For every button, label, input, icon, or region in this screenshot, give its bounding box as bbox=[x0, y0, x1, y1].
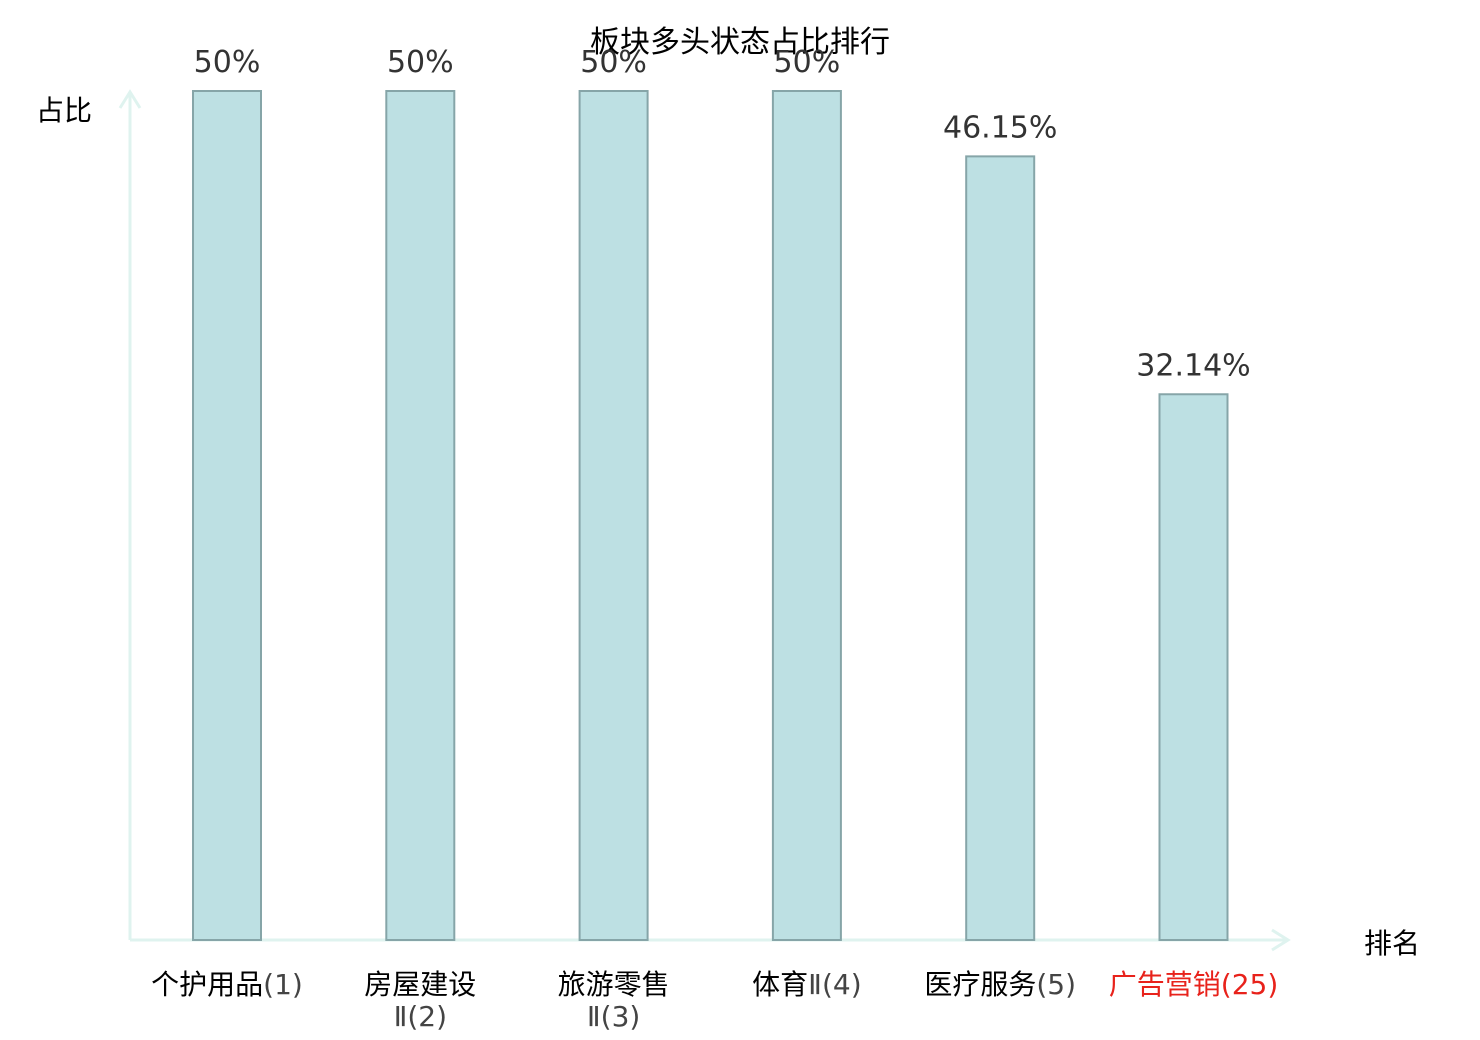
category-label: 体育Ⅱ(4) bbox=[752, 968, 861, 1001]
category-name: 旅游零售 bbox=[558, 968, 670, 1001]
y-axis-label: 占比 bbox=[36, 94, 92, 127]
category-rank: (1) bbox=[263, 968, 303, 1001]
bar bbox=[771, 90, 842, 941]
category-rank: Ⅱ(4) bbox=[808, 968, 861, 1001]
bar-value-label: 50% bbox=[774, 45, 841, 80]
category-labels-group: 个护用品(1) 房屋建设 Ⅱ(2) 旅游零售 Ⅱ(3) 体育Ⅱ(4) 医疗服务(5) 广告营销… bbox=[151, 968, 1278, 1033]
x-axis-label: 排名 bbox=[1364, 927, 1420, 960]
bar bbox=[192, 90, 262, 941]
category-name: 医疗服务 bbox=[924, 968, 1036, 1001]
category-rank: (25) bbox=[1221, 968, 1278, 1001]
x-axis bbox=[130, 928, 1291, 952]
bar bbox=[578, 90, 649, 941]
category-name: 体育 bbox=[752, 968, 808, 1001]
category-label: 个护用品(1) bbox=[151, 968, 303, 1001]
bar-value-label: 50% bbox=[387, 45, 454, 80]
bar bbox=[965, 155, 1036, 942]
bar bbox=[385, 90, 456, 941]
value-labels-group: 50% 50% 50% 50% 46.15% 32.14% bbox=[194, 45, 1251, 383]
chart-title: 板块多头状态占比排行 bbox=[590, 25, 890, 60]
category-label: 医疗服务(5) bbox=[924, 968, 1076, 1001]
y-axis-arrow-icon bbox=[118, 89, 142, 109]
category-rank: Ⅱ(3) bbox=[587, 1000, 640, 1033]
category-label: 旅游零售 Ⅱ(3) bbox=[558, 968, 670, 1033]
category-name: 广告营销 bbox=[1109, 968, 1221, 1001]
bar-value-label: 46.15% bbox=[943, 110, 1057, 145]
bar-value-label: 32.14% bbox=[1136, 348, 1250, 383]
category-name: 个护用品 bbox=[151, 968, 263, 1001]
y-axis bbox=[118, 89, 142, 940]
category-label: 广告营销(25) bbox=[1109, 968, 1279, 1001]
category-rank: Ⅱ(2) bbox=[394, 1000, 447, 1033]
bars-group bbox=[192, 90, 1229, 942]
category-rank: (5) bbox=[1036, 968, 1076, 1001]
bar-value-label: 50% bbox=[194, 45, 261, 80]
category-name: 房屋建设 bbox=[364, 968, 476, 1001]
x-axis-arrow-icon bbox=[1271, 928, 1291, 952]
bar-value-label: 50% bbox=[580, 45, 647, 80]
bar bbox=[1158, 393, 1229, 941]
category-label: 房屋建设 Ⅱ(2) bbox=[364, 968, 476, 1033]
